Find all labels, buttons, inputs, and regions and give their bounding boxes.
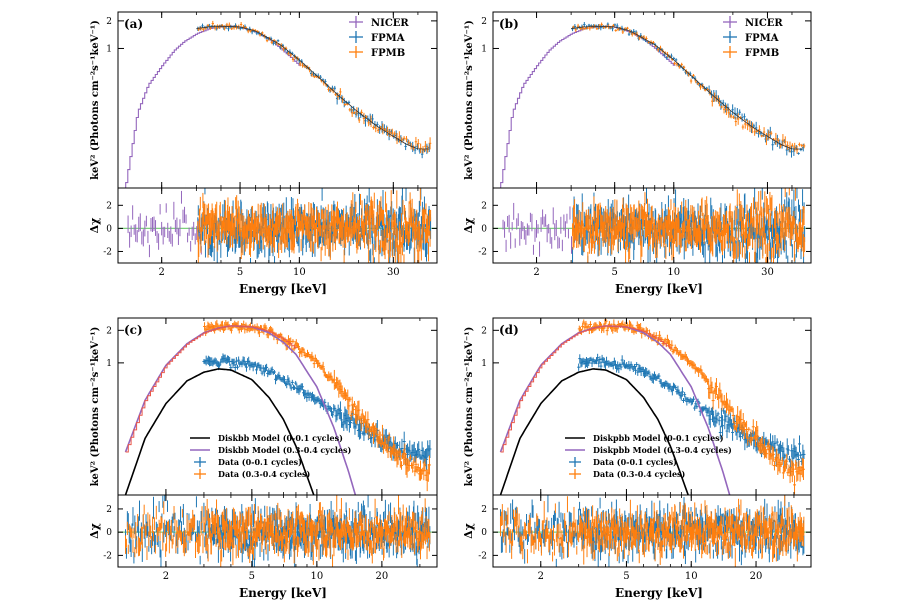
x-axis-label: Energy [keV] (615, 282, 703, 296)
y-tick-label: 1 (481, 44, 487, 54)
legend: NICER FPMA FPMB (723, 16, 783, 59)
y-tick-label: 2 (481, 17, 487, 27)
resid-axis-label: Δχ (88, 523, 101, 539)
legend-label: FPMB (371, 48, 405, 59)
legend-label: Diskbb Model (0-0.1 cycles) (218, 433, 343, 443)
legend-label: Data (0.3-0.4 cycles) (218, 469, 311, 479)
model-line (196, 25, 429, 150)
x-axis-label: Energy [keV] (239, 586, 327, 600)
x-tick-label: 30 (761, 267, 774, 278)
resid-axis-label: Δχ (88, 218, 101, 234)
residual-frame (492, 187, 812, 264)
residual-frame (117, 494, 438, 568)
panel-label: (c) (124, 323, 143, 337)
y-tick-label: 1 (106, 44, 112, 54)
total-model-step-line (125, 325, 298, 453)
x-tick-label: 5 (237, 267, 243, 278)
main-plot-area (124, 319, 432, 495)
residual-plot-area (493, 188, 811, 263)
legend-label: FPMA (745, 33, 779, 44)
main-plot-area (121, 20, 432, 188)
nicer-spectrum-line (496, 25, 676, 188)
panel-a: 2 5 10 30 1 2 -2 0 2 (a) Energy [keV] keV² (Photons… (88, 11, 438, 296)
x-axis-label: Energy [keV] (239, 282, 327, 296)
residual-plot-area (118, 188, 437, 263)
legend-label: NICER (745, 18, 783, 29)
resid-tick-label: -2 (103, 551, 112, 561)
y-tick-label: 2 (106, 326, 112, 336)
x-tick-label: 5 (249, 571, 255, 582)
resid-tick-label: 0 (106, 528, 112, 538)
residual-plot-area (118, 495, 437, 567)
resid-tick-label: 2 (481, 201, 487, 211)
x-tick-label: 10 (293, 267, 306, 278)
x-tick-label: 20 (376, 571, 389, 582)
y-axis-label: keV² (Photons cm⁻²s⁻¹keV⁻¹) (90, 20, 101, 180)
y-tick-label: 1 (106, 359, 112, 369)
legend-label: NICER (371, 18, 409, 29)
x-tick-label: 2 (159, 267, 165, 278)
y-tick-label: 2 (106, 17, 112, 27)
panel-c: 2 5 10 20 1 2 -2 0 2 (c) Energy [keV] keV² (Photons… (88, 317, 438, 600)
panel-label: (b) (499, 17, 519, 31)
resid-tick-label: 0 (481, 224, 487, 234)
resid-tick-label: -2 (478, 247, 487, 257)
legend: Diskbb Model (0-0.1 cycles) Diskbb Model … (190, 433, 351, 479)
y-axis-label: keV² (Photons cm⁻²s⁻¹keV⁻¹) (90, 327, 101, 487)
main-plot-area (499, 318, 806, 495)
model-line-high-phase (124, 325, 357, 495)
model-line (571, 25, 803, 150)
x-tick-label: 10 (310, 571, 323, 582)
legend: NICER FPMA FPMB (349, 16, 409, 59)
x-tick-label: 2 (533, 267, 539, 278)
resid-tick-label: -2 (103, 247, 112, 257)
residual-frame (117, 187, 438, 264)
model-line-low-phase (124, 368, 315, 495)
x-tick-label: 30 (387, 267, 400, 278)
x-tick-label: 2 (163, 571, 169, 582)
resid-tick-label: 2 (106, 505, 112, 515)
resid-tick-label: 0 (106, 224, 112, 234)
legend-label: Data (0-0.1 cycles) (218, 457, 302, 467)
resid-tick-label: 2 (106, 201, 112, 211)
nicer-spectrum-line (121, 25, 301, 188)
panel-b: 2 5 10 30 1 2 -2 0 2 (b) Energy [keV] keV² (Photons… (462, 11, 812, 296)
legend-label: FPMA (371, 33, 405, 44)
x-tick-label: 10 (667, 267, 680, 278)
legend-label: Diskbb Model (0.3-0.4 cycles) (218, 445, 351, 455)
resid-axis-label: Δχ (462, 218, 475, 234)
panel-label: (a) (124, 17, 143, 31)
main-plot-area (496, 22, 806, 188)
legend-label: FPMB (745, 48, 779, 59)
x-tick-label: 5 (611, 267, 617, 278)
y-axis-label: keV² (Photons cm⁻²s⁻¹keV⁻¹) (464, 20, 475, 180)
